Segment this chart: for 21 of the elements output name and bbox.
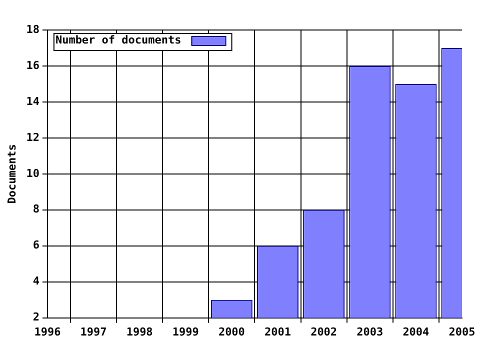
x-tick-label: 2005 xyxy=(448,325,476,338)
y-axis-title: Documents xyxy=(5,144,18,204)
x-tick-label: 2002 xyxy=(310,325,338,338)
y-tick-label: 16 xyxy=(26,58,40,72)
y-tick-label: 2 xyxy=(32,310,40,324)
y-tick-label: 14 xyxy=(26,94,40,108)
x-tick-label: 1996 xyxy=(34,325,62,338)
x-tick-label: 1997 xyxy=(80,325,107,338)
x-tick-label: 1998 xyxy=(126,325,153,338)
x-tick-label: 2000 xyxy=(218,325,245,338)
x-tick-label: 1999 xyxy=(172,325,199,338)
y-tick-label: 4 xyxy=(32,274,40,288)
y-tick-label: 10 xyxy=(26,166,40,180)
x-tick-label: 2004 xyxy=(402,325,430,338)
y-tick-label: 12 xyxy=(26,130,40,144)
y-tick-label: 18 xyxy=(26,22,40,36)
x-tick-label: 2003 xyxy=(356,325,384,338)
y-tick-label: 6 xyxy=(32,238,40,252)
legend-label: Number of documents xyxy=(55,33,182,46)
y-tick-label: 8 xyxy=(32,202,40,216)
x-tick-label: 2001 xyxy=(264,325,292,338)
